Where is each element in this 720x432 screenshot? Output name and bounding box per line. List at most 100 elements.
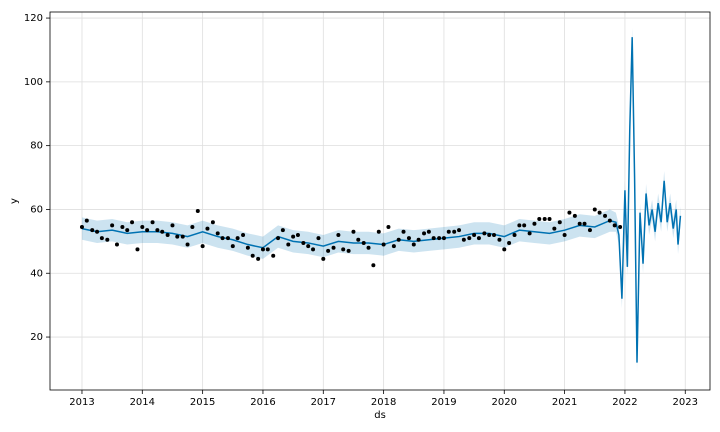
data-point — [582, 221, 587, 226]
data-point — [502, 247, 507, 252]
y-tick-label: 60 — [30, 204, 43, 215]
data-point — [321, 256, 326, 261]
data-point — [351, 229, 356, 234]
data-point — [291, 234, 296, 239]
data-point — [195, 209, 200, 214]
x-tick-label: 2014 — [130, 397, 155, 408]
y-tick-label: 120 — [24, 13, 43, 24]
data-point — [235, 236, 240, 241]
data-point — [592, 207, 597, 212]
data-point — [446, 229, 451, 234]
data-point — [110, 223, 115, 228]
data-point — [467, 236, 472, 241]
data-point — [396, 237, 401, 242]
data-point — [512, 232, 517, 237]
data-point — [416, 237, 421, 242]
data-point — [286, 242, 291, 247]
data-point — [361, 240, 366, 245]
data-point — [457, 228, 462, 233]
x-tick-label: 2023 — [673, 397, 698, 408]
data-point — [406, 236, 411, 241]
data-point — [190, 224, 195, 229]
data-point — [220, 236, 225, 241]
data-point — [205, 226, 210, 231]
data-point — [552, 226, 557, 231]
data-point — [567, 210, 572, 215]
data-point — [311, 247, 316, 252]
data-point — [452, 229, 457, 234]
x-tick-label: 2016 — [250, 397, 275, 408]
data-point — [356, 237, 361, 242]
data-point — [562, 232, 567, 237]
data-point — [140, 224, 145, 229]
data-point — [271, 253, 276, 258]
x-axis-label: ds — [374, 410, 386, 421]
data-point — [532, 221, 537, 226]
data-point — [230, 244, 235, 249]
data-point — [215, 231, 220, 236]
data-point — [200, 244, 205, 249]
x-tick-label: 2018 — [371, 397, 396, 408]
y-tick-label: 80 — [30, 141, 43, 152]
data-point — [331, 245, 336, 250]
plot-frame — [49, 11, 711, 391]
data-point — [476, 236, 481, 241]
x-tick-label: 2020 — [492, 397, 517, 408]
data-point — [114, 242, 119, 247]
data-point — [507, 240, 512, 245]
data-point — [482, 231, 487, 236]
data-point — [537, 217, 542, 222]
data-point — [84, 218, 89, 223]
data-point — [135, 247, 140, 252]
data-point — [401, 229, 406, 234]
data-point — [492, 232, 497, 237]
data-point — [210, 220, 215, 225]
data-point — [381, 242, 386, 247]
data-point — [316, 236, 321, 241]
x-tick-label: 2017 — [311, 397, 336, 408]
data-point — [366, 245, 371, 250]
data-point — [120, 224, 125, 229]
data-point — [376, 229, 381, 234]
data-point — [336, 232, 341, 237]
data-point — [557, 220, 562, 225]
data-point — [180, 234, 185, 239]
forecast-line — [81, 37, 682, 363]
x-tick-label: 2021 — [552, 397, 577, 408]
data-point — [185, 242, 190, 247]
data-point — [256, 256, 261, 261]
data-point — [426, 229, 431, 234]
data-point — [497, 237, 502, 242]
data-point — [391, 244, 396, 249]
y-tick-label: 20 — [30, 332, 43, 343]
data-point — [612, 223, 617, 228]
y-axis-label: y — [9, 198, 20, 204]
data-point — [437, 236, 442, 241]
data-point — [295, 232, 300, 237]
data-point — [487, 232, 492, 237]
data-point — [411, 242, 416, 247]
x-tick-label: 2013 — [69, 397, 94, 408]
data-point — [431, 236, 436, 241]
data-point — [587, 228, 592, 233]
data-point — [542, 217, 547, 222]
data-point — [603, 213, 608, 218]
uncertainty-band — [81, 27, 681, 373]
y-tick-label: 100 — [24, 77, 43, 88]
data-point — [225, 236, 230, 241]
data-point — [241, 232, 246, 237]
data-point — [301, 240, 306, 245]
data-point — [607, 218, 612, 223]
data-point — [280, 228, 285, 233]
data-point — [371, 263, 376, 268]
data-point — [105, 237, 110, 242]
data-point — [306, 244, 311, 249]
data-point — [175, 234, 180, 239]
data-point — [125, 228, 130, 233]
data-point — [422, 231, 427, 236]
data-point — [572, 213, 577, 218]
data-point — [150, 220, 155, 225]
data-point — [245, 245, 250, 250]
data-point — [99, 236, 104, 241]
data-point — [165, 232, 170, 237]
